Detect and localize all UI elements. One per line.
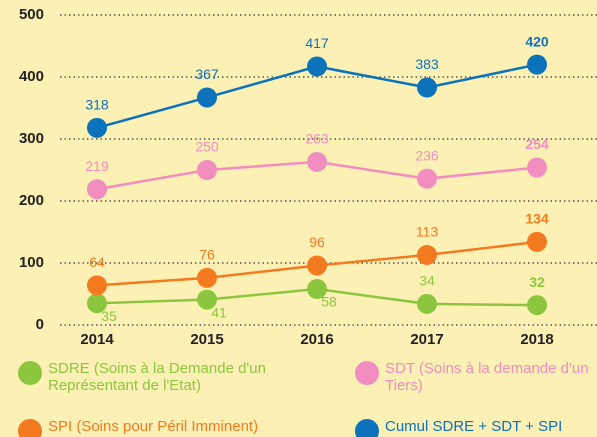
legend-label: SPI (Soins pour Péril Imminent)	[48, 418, 259, 435]
data-point	[197, 267, 217, 288]
data-point	[417, 293, 437, 314]
y-tick-label: 100	[19, 254, 44, 271]
data-label: 58	[321, 294, 337, 310]
data-point	[417, 77, 437, 98]
data-label: 383	[415, 56, 439, 72]
data-point	[307, 56, 327, 77]
data-point	[307, 279, 327, 300]
data-label: 250	[195, 139, 219, 155]
data-label: 32	[529, 274, 545, 290]
data-label: 263	[305, 131, 329, 147]
data-point	[197, 160, 217, 180]
data-label: 96	[309, 234, 325, 250]
data-label: 113	[416, 224, 439, 240]
data-point	[307, 151, 327, 172]
data-label: 236	[415, 147, 439, 163]
data-point	[527, 231, 547, 252]
data-label: 134	[525, 211, 549, 227]
data-point	[87, 275, 107, 296]
chart: 0 100 200 300 400 500 2014 2015 2016 2017 2018 35 41…	[19, 6, 597, 348]
data-point	[87, 179, 107, 200]
x-tick-label: 2015	[190, 331, 223, 348]
data-label: 254	[525, 136, 549, 152]
data-point	[197, 289, 217, 310]
data-point	[417, 244, 437, 265]
y-tick-label: 300	[19, 130, 44, 147]
data-label: 219	[85, 158, 109, 174]
legend-marker	[18, 361, 42, 385]
legend-label: Cumul SDRE + SDT + SPI	[385, 418, 563, 435]
data-label: 64	[89, 254, 105, 270]
data-point	[527, 157, 547, 178]
x-tick-label: 2018	[520, 331, 553, 348]
y-tick-label: 400	[19, 68, 44, 85]
legend-marker	[18, 419, 42, 437]
legend-label: SDRE (Soins à la Demande d'un Représenta…	[48, 360, 266, 394]
data-label: 35	[101, 308, 117, 324]
data-point	[87, 293, 107, 314]
x-tick-label: 2016	[300, 331, 333, 348]
x-tick-label: 2017	[410, 331, 443, 348]
data-label: 420	[525, 33, 549, 49]
y-tick-label: 500	[19, 6, 44, 23]
data-point	[197, 87, 217, 108]
legend-marker	[355, 419, 379, 437]
data-label: 76	[199, 247, 215, 263]
data-label: 367	[195, 66, 219, 82]
data-point	[417, 168, 437, 189]
data-point	[87, 117, 107, 138]
data-label: 41	[211, 304, 227, 320]
data-label: 417	[305, 35, 329, 51]
y-tick-label: 0	[36, 316, 44, 333]
y-tick-label: 200	[19, 192, 44, 209]
x-tick-label: 2014	[80, 331, 114, 348]
data-point	[307, 255, 327, 276]
data-label: 34	[419, 273, 435, 289]
data-point	[527, 295, 547, 316]
data-label: 318	[85, 97, 109, 113]
legend-label: SDT (Soins à la demande d'un Tiers)	[385, 360, 589, 394]
data-point	[527, 54, 547, 75]
legend-marker	[355, 361, 379, 385]
